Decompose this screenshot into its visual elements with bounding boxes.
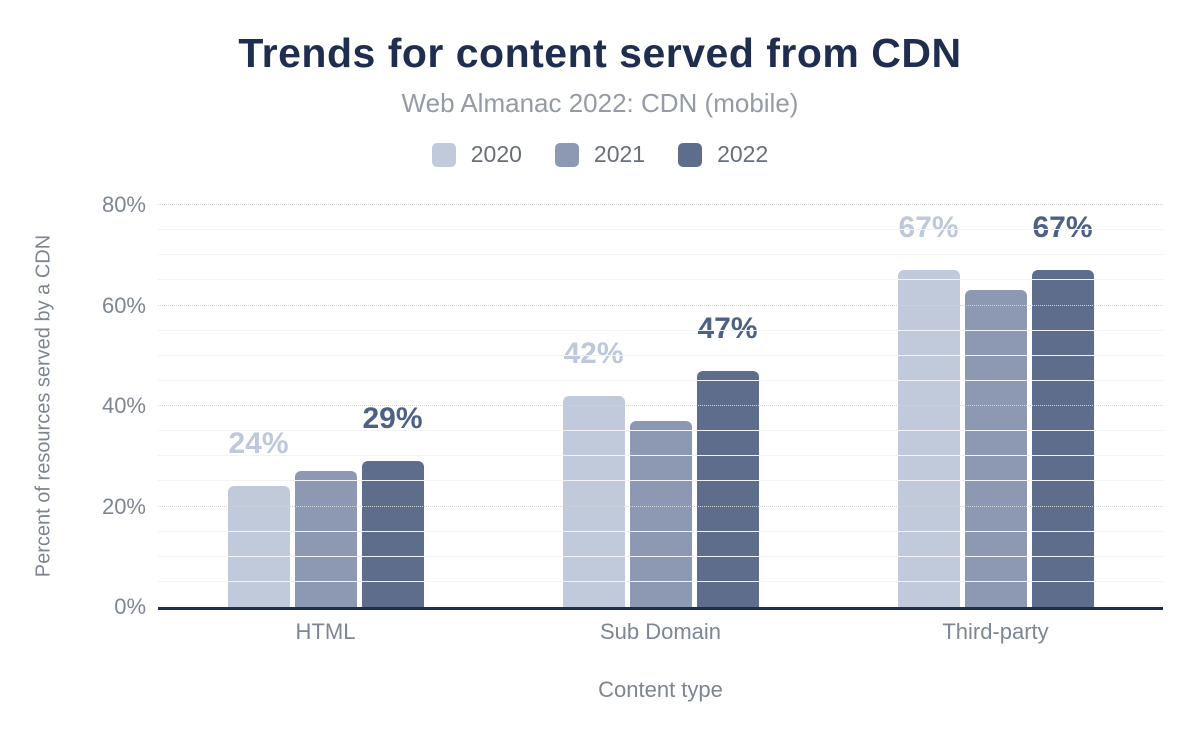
plot-area: 24% 29% 42% 47% 67% 67% xyxy=(158,204,1163,610)
bar-2021-html[interactable] xyxy=(294,471,357,607)
gridline-minor xyxy=(158,430,1163,432)
gridline-major xyxy=(158,204,1163,205)
legend-item-2022[interactable]: 2022 xyxy=(678,141,768,168)
x-axis: HTML Sub Domain Third-party xyxy=(158,619,1163,645)
gridline-minor xyxy=(158,229,1163,231)
legend-swatch-icon xyxy=(554,142,579,167)
gridline-minor xyxy=(158,555,1163,557)
gridline-minor xyxy=(158,279,1163,281)
bar-2021-third-party[interactable] xyxy=(964,290,1027,607)
bar-2020-sub-domain[interactable]: 42% xyxy=(562,337,625,607)
y-axis-tick-label: 80% xyxy=(101,192,146,217)
gridline-minor xyxy=(158,329,1163,331)
y-axis-tick-label: 0% xyxy=(114,594,146,619)
bar-2021-sub-domain[interactable] xyxy=(629,421,692,607)
legend-swatch-icon xyxy=(431,142,456,167)
x-category-label-html: HTML xyxy=(295,619,356,644)
bar-2022-third-party[interactable]: 67% xyxy=(1031,211,1094,607)
bar-group-third-party: 67% 67% xyxy=(828,205,1163,607)
bar-data-label: 42% xyxy=(563,336,624,370)
bar-2022-html[interactable]: 29% xyxy=(361,402,424,607)
gridline-minor xyxy=(158,580,1163,582)
legend-label: 2020 xyxy=(470,141,522,167)
legend-item-2020[interactable]: 2020 xyxy=(431,141,522,168)
x-axis-title: Content type xyxy=(598,677,723,702)
bar-group-html: 24% 29% xyxy=(158,205,493,607)
legend-label: 2022 xyxy=(717,141,769,167)
gridline-minor xyxy=(158,254,1163,256)
y-axis-tick-label: 60% xyxy=(101,292,146,318)
gridline-minor xyxy=(158,379,1163,381)
bar-data-label: 67% xyxy=(1032,211,1093,245)
bar-data-label: 29% xyxy=(362,402,423,436)
gridline-minor xyxy=(158,455,1163,457)
gridline-major xyxy=(158,505,1163,507)
bar-data-label: 67% xyxy=(898,211,959,245)
gridline-major xyxy=(158,304,1163,306)
bar-data-label: 47% xyxy=(697,311,758,345)
x-axis-line xyxy=(158,607,1163,610)
gridline-minor xyxy=(158,530,1163,532)
legend-item-2021[interactable]: 2021 xyxy=(554,141,646,168)
bar-2020-third-party[interactable]: 67% xyxy=(897,211,960,607)
chart-title: Trends for content served from CDN xyxy=(238,30,962,76)
y-axis-tick-label: 20% xyxy=(101,493,146,519)
bar-group-sub-domain: 42% 47% xyxy=(493,205,828,607)
bar-2020-html[interactable]: 24% xyxy=(227,427,290,607)
y-axis-tick-label: 40% xyxy=(101,393,146,418)
x-category-label-third-party: Third-party xyxy=(942,619,1049,644)
legend-swatch-icon xyxy=(678,142,703,167)
y-axis: 0% 20% 40% 60% 80% xyxy=(0,192,146,619)
bar-2022-sub-domain[interactable]: 47% xyxy=(696,312,759,607)
gridline-minor xyxy=(158,480,1163,482)
chart-subtitle: Web Almanac 2022: CDN (mobile) xyxy=(401,88,799,118)
bar-data-label: 24% xyxy=(228,427,289,461)
x-category-label-sub-domain: Sub Domain xyxy=(599,619,722,644)
bar-groups: 24% 29% 42% 47% 67% 67% xyxy=(158,205,1163,607)
legend-label: 2021 xyxy=(593,141,646,167)
gridline-major xyxy=(158,405,1163,406)
legend: 2020 2021 2022 xyxy=(0,141,1200,168)
gridline-minor xyxy=(158,354,1163,356)
